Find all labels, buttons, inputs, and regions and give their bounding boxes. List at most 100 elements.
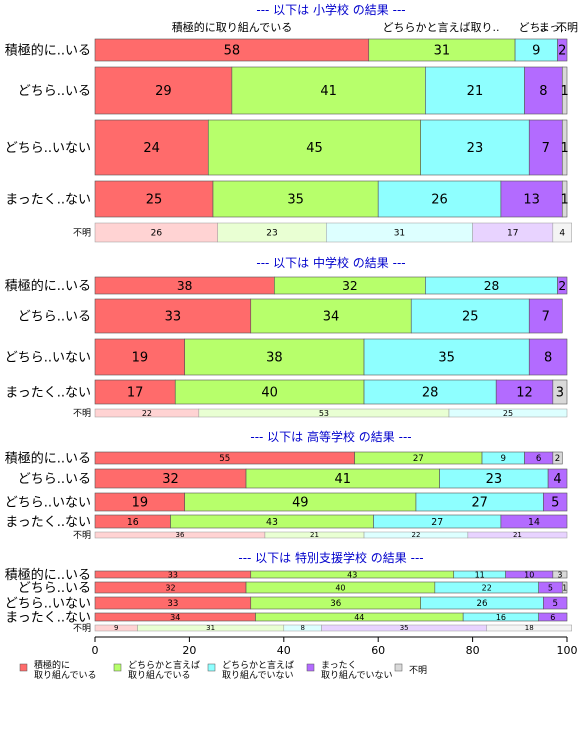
x-tick-label: 20 <box>182 644 196 657</box>
data-label: 23 <box>467 141 484 156</box>
data-label: 1 <box>560 193 568 208</box>
bar-segment <box>174 379 365 405</box>
data-label: 41 <box>335 472 352 487</box>
missing-data-label: 31 <box>394 228 405 238</box>
missing-data-label: 31 <box>206 624 215 632</box>
data-label: 40 <box>261 386 278 401</box>
missing-data-label: 17 <box>507 228 518 238</box>
bar-segment <box>94 379 176 405</box>
data-label: 2 <box>558 44 566 59</box>
missing-data-label: 9 <box>114 624 118 632</box>
bar-segment <box>212 180 379 218</box>
legend-swatch <box>19 663 28 672</box>
bar-segment <box>561 119 568 176</box>
missing-data-label: 21 <box>513 531 522 539</box>
missing-data-label: 22 <box>142 409 152 418</box>
data-label: 26 <box>431 193 448 208</box>
data-label: 5 <box>551 496 559 511</box>
missing-row-label: 不明 <box>73 623 91 634</box>
column-header: どちらかと言えば取り.. <box>383 21 500 34</box>
data-label: 49 <box>292 496 308 511</box>
data-label: 4 <box>553 472 561 487</box>
missing-bar-segment <box>467 531 568 539</box>
data-label: 13 <box>523 193 540 208</box>
bar-segment <box>561 180 568 218</box>
data-label: 2 <box>555 454 561 464</box>
data-label: 12 <box>516 386 533 401</box>
bar-segment <box>377 180 502 218</box>
data-label: 44 <box>354 613 364 622</box>
bar-segment <box>547 468 568 489</box>
data-label: 32 <box>165 583 175 592</box>
row-label: どちら..いる <box>18 472 91 487</box>
data-label: 25 <box>462 310 479 325</box>
legend-swatch <box>113 663 122 672</box>
data-label: 33 <box>167 599 178 609</box>
row-label: まったく..ない <box>5 386 91 401</box>
bar-segment <box>94 338 185 376</box>
bar-segment <box>363 338 530 376</box>
data-label: 28 <box>484 279 500 293</box>
missing-bar-segment <box>486 624 572 632</box>
missing-data-label: 36 <box>175 531 184 539</box>
data-label: 23 <box>486 472 503 487</box>
legend-label: 取り組んでいない <box>222 669 294 681</box>
data-label: 25 <box>146 193 163 208</box>
data-label: 1 <box>560 84 568 99</box>
data-label: 3 <box>556 386 564 401</box>
data-label: 32 <box>162 472 179 487</box>
row-label: どちら..いない <box>5 597 91 612</box>
legend-label: 取り組んでいない <box>321 669 393 681</box>
row-label: まったく..ない <box>5 515 91 530</box>
x-tick-label: 80 <box>466 644 480 657</box>
data-label: 33 <box>165 310 182 325</box>
data-label: 6 <box>550 613 555 622</box>
bar-segment <box>557 276 568 295</box>
data-label: 43 <box>266 517 278 528</box>
data-label: 5 <box>548 583 553 592</box>
x-tick-label: 0 <box>92 644 99 657</box>
x-tick-label: 100 <box>557 644 578 657</box>
missing-data-label: 18 <box>525 624 534 632</box>
legend-swatch <box>207 663 216 672</box>
data-label: 1 <box>560 141 568 156</box>
missing-data-label: 25 <box>503 409 513 418</box>
data-label: 3 <box>557 570 562 579</box>
data-label: 27 <box>471 496 487 511</box>
data-label: 38 <box>266 351 283 366</box>
bar-segment <box>561 581 568 594</box>
legend-swatch <box>394 663 403 672</box>
row-label: どちら..いる <box>18 84 91 99</box>
bar-segment <box>250 298 412 334</box>
panel-title: --- 以下は 高等学校 の結果 --- <box>250 429 411 444</box>
data-label: 27 <box>413 454 424 464</box>
data-label: 7 <box>542 141 550 156</box>
missing-bar-segment <box>448 408 568 418</box>
legend-label: 取り組んでいる <box>128 669 191 681</box>
column-header: まっ.. <box>539 21 568 34</box>
data-label: 43 <box>347 570 357 579</box>
data-label: 17 <box>127 386 144 401</box>
data-label: 16 <box>127 517 139 528</box>
missing-data-label: 53 <box>319 409 329 418</box>
bar-segment <box>552 570 568 579</box>
data-label: 32 <box>342 279 358 293</box>
data-label: 22 <box>482 583 492 592</box>
data-label: 27 <box>431 517 443 528</box>
missing-data-label: 22 <box>411 531 420 539</box>
bar-segment <box>543 596 568 610</box>
data-label: 35 <box>438 351 455 366</box>
legend-label: 不明 <box>409 665 427 676</box>
data-label: 28 <box>422 386 439 401</box>
row-label: 積極的に..いる <box>5 567 91 583</box>
bar-segment <box>557 38 568 62</box>
data-label: 9 <box>501 454 507 464</box>
legend-swatch <box>306 663 315 672</box>
row-label: どちら..いない <box>5 496 91 511</box>
bar-segment <box>184 338 365 376</box>
data-label: 35 <box>287 193 304 208</box>
missing-data-label: 21 <box>310 531 319 539</box>
missing-row-label: 不明 <box>73 408 91 419</box>
data-label: 55 <box>219 454 230 464</box>
